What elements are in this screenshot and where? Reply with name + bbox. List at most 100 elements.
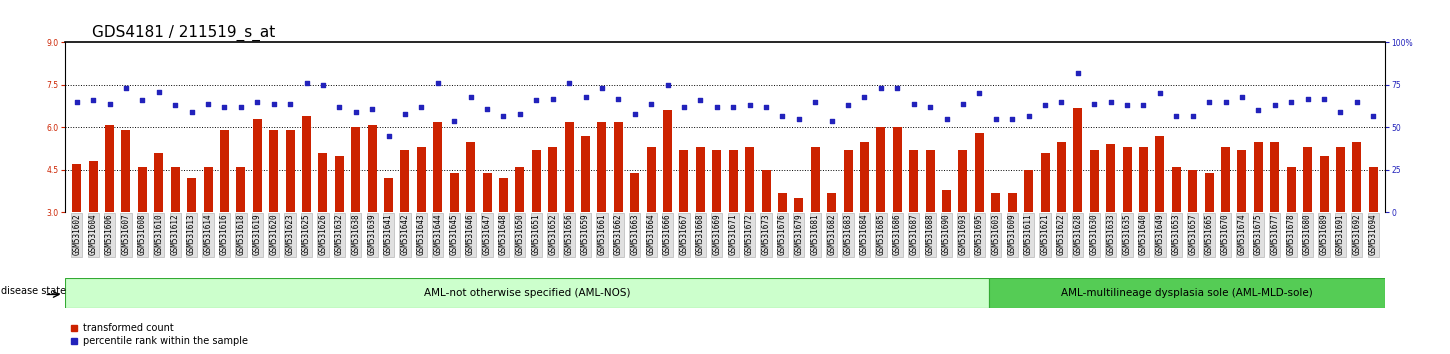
Bar: [65, 278, 989, 308]
Point: [1132, 103, 1156, 108]
Bar: [351, 127, 360, 212]
Bar: [122, 130, 130, 212]
Point: [476, 106, 499, 112]
Point: [294, 80, 318, 86]
Bar: [925, 150, 935, 212]
Bar: [220, 130, 229, 212]
Point: [1362, 113, 1385, 118]
Point: [1182, 113, 1205, 118]
Bar: [1024, 170, 1034, 212]
Point: [541, 96, 564, 101]
Bar: [1335, 147, 1346, 212]
Bar: [302, 116, 310, 212]
Bar: [1320, 156, 1328, 212]
Point: [803, 99, 826, 105]
Bar: [465, 142, 476, 212]
Bar: [1057, 142, 1066, 212]
Point: [1148, 91, 1172, 96]
Point: [574, 94, 597, 100]
Bar: [1156, 136, 1164, 212]
Bar: [876, 127, 886, 212]
Bar: [483, 173, 492, 212]
Bar: [1041, 153, 1050, 212]
Point: [393, 111, 416, 117]
Bar: [958, 150, 967, 212]
Point: [509, 111, 532, 117]
Bar: [989, 278, 1385, 308]
Bar: [1122, 147, 1131, 212]
Bar: [811, 147, 819, 212]
Point: [377, 133, 400, 139]
Point: [624, 111, 647, 117]
Point: [1231, 94, 1254, 100]
Bar: [597, 122, 606, 212]
Point: [935, 116, 958, 122]
Point: [689, 97, 712, 103]
Bar: [909, 150, 918, 212]
Bar: [1353, 142, 1362, 212]
Bar: [1205, 173, 1214, 212]
Bar: [844, 150, 853, 212]
Point: [673, 104, 696, 110]
Text: disease state: disease state: [1, 286, 67, 296]
Bar: [416, 147, 426, 212]
Bar: [72, 164, 81, 212]
Point: [918, 104, 941, 110]
Bar: [319, 153, 328, 212]
Point: [557, 80, 580, 86]
Point: [99, 101, 122, 107]
Bar: [729, 150, 738, 212]
Point: [492, 113, 515, 118]
Bar: [974, 133, 985, 212]
Point: [705, 104, 728, 110]
Bar: [564, 122, 574, 212]
Text: GDS4181 / 211519_s_at: GDS4181 / 211519_s_at: [91, 25, 276, 41]
Point: [1328, 109, 1351, 115]
Point: [130, 97, 154, 103]
Point: [985, 116, 1008, 122]
Bar: [1172, 167, 1180, 212]
Point: [229, 104, 252, 110]
Bar: [532, 150, 541, 212]
Point: [442, 118, 465, 124]
Bar: [992, 193, 1000, 212]
Bar: [450, 173, 458, 212]
Bar: [252, 119, 262, 212]
Bar: [1221, 147, 1230, 212]
Bar: [1270, 142, 1279, 212]
Point: [771, 113, 795, 118]
Point: [115, 86, 138, 91]
Bar: [1286, 167, 1296, 212]
Point: [361, 106, 384, 112]
Point: [1263, 103, 1286, 108]
Point: [722, 104, 745, 110]
Point: [1099, 99, 1122, 105]
Bar: [581, 136, 590, 212]
Point: [1296, 96, 1320, 101]
Point: [754, 104, 777, 110]
Point: [312, 82, 335, 88]
Point: [967, 91, 990, 96]
Bar: [826, 193, 837, 212]
Point: [164, 103, 187, 108]
Point: [196, 101, 219, 107]
Bar: [187, 178, 196, 212]
Point: [148, 89, 171, 95]
Bar: [761, 170, 770, 212]
Bar: [154, 153, 164, 212]
Bar: [631, 173, 639, 212]
Point: [738, 103, 761, 108]
Point: [1034, 103, 1057, 108]
Bar: [171, 167, 180, 212]
Bar: [1140, 147, 1148, 212]
Point: [1016, 113, 1040, 118]
Point: [328, 104, 351, 110]
Point: [655, 82, 679, 88]
Point: [180, 109, 203, 115]
Point: [951, 101, 974, 107]
Bar: [680, 150, 689, 212]
Bar: [384, 178, 393, 212]
Point: [81, 97, 104, 103]
Point: [1198, 99, 1221, 105]
Bar: [745, 147, 754, 212]
